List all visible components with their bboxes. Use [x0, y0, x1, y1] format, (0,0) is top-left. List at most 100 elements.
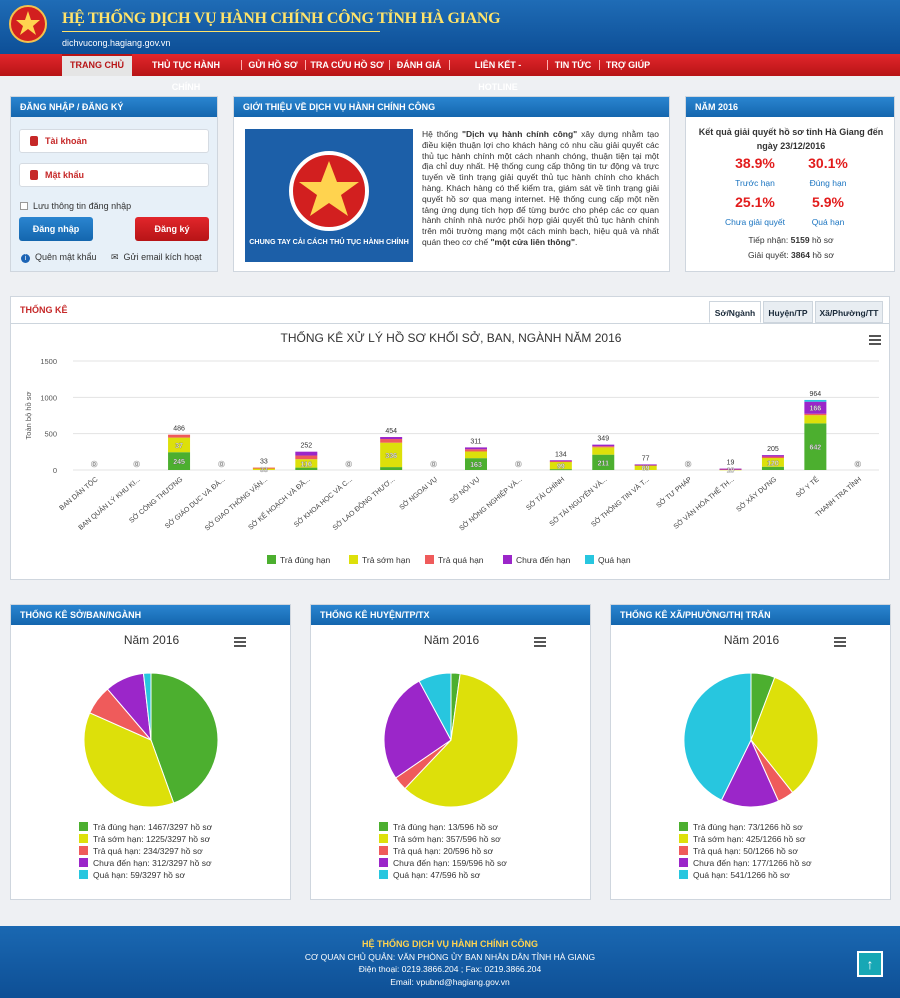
bar-segment[interactable] [380, 467, 403, 470]
pie-slice[interactable] [150, 672, 219, 804]
pie-slice[interactable] [720, 738, 780, 808]
footer-email[interactable]: Email: vpubnd@hagiang.gov.vn [390, 976, 510, 987]
bar-segment[interactable] [295, 467, 318, 470]
scroll-top-button[interactable]: ↑ [857, 951, 883, 977]
chart-menu-icon[interactable] [234, 637, 246, 647]
bar-segment[interactable] [465, 449, 487, 452]
bar-segment[interactable] [592, 447, 615, 455]
intro-text-a: Hệ thống [422, 129, 462, 139]
bar-segment[interactable] [761, 455, 784, 457]
chart-menu-icon[interactable] [534, 637, 546, 647]
tab-communes[interactable]: Xã/Phường/TT [815, 301, 883, 323]
legend-item[interactable]: Quá hạn: 59/3297 hồ sơ [79, 869, 212, 881]
bar-segment[interactable] [168, 434, 191, 438]
nav-help[interactable]: TRỢ GIÚP [605, 60, 651, 70]
legend-item[interactable]: Trả quá hạn: 50/1266 hồ sơ [679, 845, 812, 857]
legend-item[interactable]: Quá hạn: 541/1266 hồ sơ [679, 869, 812, 881]
legend-item[interactable]: Trả sớm hạn: 425/1266 hồ sơ [679, 833, 812, 845]
nav-lookup[interactable]: TRA CỨU HỒ SƠ [310, 60, 384, 70]
legend-label[interactable]: Trả sớm hạn [362, 555, 411, 565]
bar-segment[interactable] [295, 451, 318, 456]
bar-segment[interactable] [168, 437, 191, 453]
legend-label[interactable]: Chưa đến hạn [516, 555, 571, 565]
bar-total-label: 252 [300, 443, 312, 450]
legend-item[interactable]: Chưa đến hạn: 312/3297 hồ sơ [79, 857, 212, 869]
login-button[interactable]: Đăng nhập [19, 217, 93, 241]
bar-segment[interactable] [761, 458, 784, 467]
legend-item[interactable]: Trả đúng hạn: 73/1266 hồ sơ [679, 821, 812, 833]
bar-segment[interactable] [380, 437, 403, 440]
bar-segment[interactable] [168, 452, 191, 470]
pie-slice[interactable] [142, 672, 152, 741]
bar-segment[interactable] [804, 415, 827, 424]
tab-districts[interactable]: Huyện/TP [763, 301, 813, 323]
nav-submit[interactable]: GỬI HỒ SƠ [248, 60, 298, 70]
bar-segment[interactable] [295, 459, 318, 468]
legend-label[interactable]: Quá hạn [598, 555, 631, 565]
resend-email-link[interactable]: ✉ Gửi email kích hoạt [111, 252, 202, 263]
bar-segment[interactable] [804, 423, 827, 470]
legend-item[interactable]: Trả đúng hạn: 1467/3297 hồ sơ [79, 821, 212, 833]
pie-slice[interactable] [750, 676, 819, 794]
site-title[interactable]: HỆ THỐNG DỊCH VỤ HÀNH CHÍNH CÔNG TỈNH HÀ… [62, 10, 501, 27]
bar-segment[interactable] [549, 461, 572, 463]
info-icon: i [21, 254, 30, 263]
bar-segment[interactable] [804, 399, 827, 402]
pie-slice[interactable] [383, 680, 452, 779]
legend-item[interactable]: Quá hạn: 47/596 hồ sơ [379, 869, 507, 881]
checkbox-box[interactable] [20, 202, 28, 210]
bar-segment[interactable] [252, 467, 275, 469]
bar-segment[interactable] [549, 460, 572, 462]
bar-segment[interactable] [804, 413, 827, 416]
bar-segment[interactable] [592, 444, 615, 447]
nav-hotline[interactable]: LIÊN KẾT - HOTLINE [474, 60, 522, 92]
bar-segment[interactable] [465, 451, 487, 459]
legend-item[interactable]: Chưa đến hạn: 159/596 hồ sơ [379, 857, 507, 869]
chart-menu-icon[interactable] [834, 637, 846, 647]
pie-slice[interactable] [404, 673, 519, 808]
legend-label[interactable]: Trả quá hạn [438, 555, 484, 565]
bar-segment[interactable] [634, 464, 657, 470]
remember-checkbox[interactable]: Lưu thông tin đăng nhập [20, 201, 131, 211]
nav-procedures[interactable]: THỦ TỤC HÀNH CHÍNH [152, 60, 220, 92]
legend-item[interactable]: Trả sớm hạn: 1225/3297 hồ sơ [79, 833, 212, 845]
bar-segment[interactable] [592, 454, 615, 470]
legend-label[interactable]: Trả đúng hạn [280, 555, 331, 565]
legend-item[interactable]: Trả sớm hạn: 357/596 hồ sơ [379, 833, 507, 845]
nav-rating[interactable]: ĐÁNH GIÁ [396, 60, 442, 70]
bar-segment[interactable] [761, 456, 784, 459]
bar-segment[interactable] [804, 401, 827, 414]
stats-title: THỐNG KÊ [20, 305, 68, 315]
bar-segment[interactable] [252, 467, 275, 470]
pie-slice[interactable] [418, 672, 452, 741]
bar-segment[interactable] [380, 442, 403, 468]
bar-value-label: 642 [810, 445, 822, 452]
pie-slice[interactable] [83, 712, 175, 808]
bar-segment[interactable] [465, 458, 487, 470]
nav-home[interactable]: TRANG CHỦ [62, 54, 132, 76]
bar-segment[interactable] [549, 469, 572, 471]
emblem-logo[interactable] [9, 5, 47, 43]
tab-departments[interactable]: Sở/Ngành [709, 301, 761, 323]
bar-segment[interactable] [549, 461, 572, 470]
register-button[interactable]: Đăng ký [135, 217, 209, 241]
legend-item[interactable]: Trả đúng hạn: 13/596 hồ sơ [379, 821, 507, 833]
nav-news[interactable]: TIN TỨC [554, 60, 592, 70]
site-url[interactable]: dichvucong.hagiang.gov.vn [62, 38, 171, 48]
received-row: Tiếp nhận: 5159 hồ sơ [686, 235, 896, 245]
pie-slice[interactable] [683, 672, 752, 801]
bar-segment[interactable] [719, 468, 742, 470]
bar-segment[interactable] [592, 446, 615, 448]
account-input[interactable]: Tài khoản [19, 129, 209, 153]
chart-menu-icon[interactable] [869, 335, 881, 345]
legend-item[interactable]: Chưa đến hạn: 177/1266 hồ sơ [679, 857, 812, 869]
bar-segment[interactable] [465, 447, 487, 450]
bar-segment[interactable] [295, 455, 318, 460]
bar-segment[interactable] [761, 466, 784, 470]
bar-segment[interactable] [634, 464, 657, 466]
legend-item[interactable]: Trả quá hạn: 234/3297 hồ sơ [79, 845, 212, 857]
forgot-password-link[interactable]: i Quên mật khẩu [21, 252, 97, 263]
bar-segment[interactable] [380, 439, 403, 443]
password-input[interactable]: Mật khẩu [19, 163, 209, 187]
legend-item[interactable]: Trả quá hạn: 20/596 hồ sơ [379, 845, 507, 857]
